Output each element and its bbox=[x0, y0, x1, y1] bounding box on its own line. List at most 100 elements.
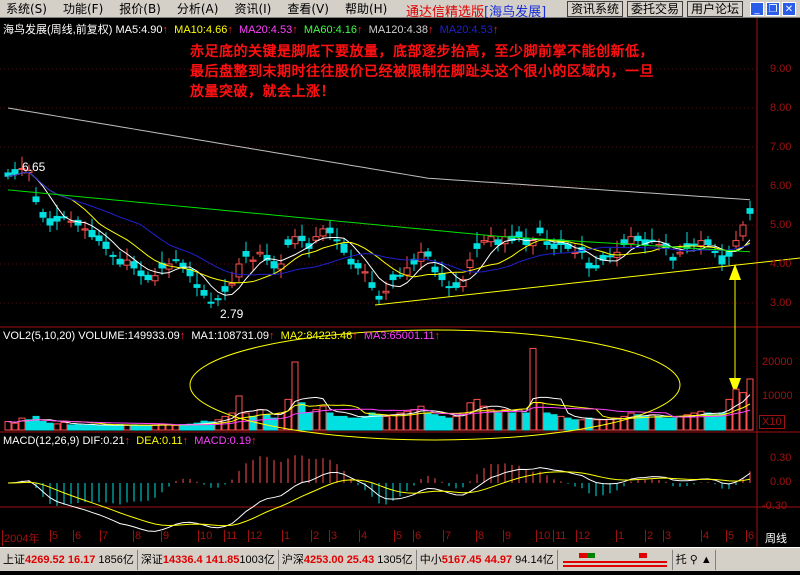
candle-down bbox=[585, 262, 593, 269]
candle-down bbox=[11, 169, 19, 175]
volume-bar bbox=[368, 412, 376, 431]
volume-bar bbox=[431, 414, 439, 431]
ma20-value: MA20:4.53 bbox=[239, 24, 293, 36]
macd-value: MACD:0.19 bbox=[194, 435, 252, 447]
price-tick: 8.00 bbox=[770, 102, 792, 114]
minimize-icon[interactable]: _ bbox=[750, 2, 764, 16]
volume-bar bbox=[326, 412, 334, 431]
candle-down bbox=[102, 241, 110, 249]
candle-down bbox=[347, 258, 355, 265]
tray-icons[interactable]: 托 ⚲ ▲ bbox=[673, 549, 716, 570]
volume-bar bbox=[263, 414, 271, 431]
price-tick: 4.00 bbox=[770, 258, 792, 270]
index-sh[interactable]: 上证4269.52 16.17 1856亿 bbox=[0, 549, 138, 570]
vol-ma1-value: MA1:108731.09 bbox=[191, 330, 270, 342]
menu-info[interactable]: 资讯(I) bbox=[234, 2, 272, 16]
kline-chart[interactable] bbox=[0, 18, 800, 547]
candle-down bbox=[431, 266, 439, 273]
volume-bar bbox=[683, 414, 691, 431]
volume-bar bbox=[249, 415, 257, 431]
volume-ellipse bbox=[189, 329, 681, 441]
volume-bar bbox=[403, 410, 411, 431]
annotation-text: 赤足底的关键是脚底下要放量，底部逐步抬高，至少脚前掌不能创新低，最后盘整到末期时… bbox=[190, 44, 654, 100]
volume-bar bbox=[417, 405, 425, 431]
candle-down bbox=[515, 231, 523, 238]
volume-unit: X10 bbox=[759, 415, 785, 429]
menu-view[interactable]: 查看(V) bbox=[287, 2, 329, 16]
candle-down bbox=[32, 196, 40, 203]
menu-analysis[interactable]: 分析(A) bbox=[176, 2, 219, 16]
candle-up bbox=[571, 251, 579, 254]
volume-bar bbox=[123, 424, 131, 431]
support-trendline bbox=[374, 257, 800, 306]
x-tick: 2 bbox=[311, 530, 320, 542]
candle-down bbox=[39, 212, 47, 218]
stock-period-title: 海鸟发展(周线,前复权) bbox=[3, 24, 113, 36]
volume-bar bbox=[669, 417, 677, 431]
candle-down bbox=[340, 243, 348, 253]
candle-down bbox=[207, 301, 215, 304]
volume-bar bbox=[81, 424, 89, 431]
candle-up bbox=[655, 244, 663, 247]
vol-ma2-value: MA2:84223.46 bbox=[280, 330, 353, 342]
menu-help[interactable]: 帮助(H) bbox=[344, 2, 388, 16]
candle-up bbox=[256, 251, 264, 255]
price-tick: 5.00 bbox=[770, 219, 792, 231]
volume-bar bbox=[4, 421, 12, 431]
volume-bar bbox=[207, 421, 215, 431]
x-tick: 6 bbox=[746, 530, 755, 542]
x-tick: 7 bbox=[443, 530, 452, 542]
price-tick: 6.00 bbox=[770, 180, 792, 192]
candle-down bbox=[53, 215, 61, 222]
candle-down bbox=[298, 235, 306, 242]
menu-system[interactable]: 系统(S) bbox=[6, 2, 47, 16]
candle-down bbox=[592, 265, 600, 269]
candle-down bbox=[641, 239, 649, 246]
forum-button[interactable]: 用户论坛 bbox=[687, 1, 744, 17]
volume-bar bbox=[340, 415, 348, 431]
menu-function[interactable]: 功能(F) bbox=[62, 2, 104, 16]
candle-down bbox=[424, 251, 432, 257]
volume-bar bbox=[74, 424, 82, 431]
candle-down bbox=[536, 227, 544, 234]
volume-bar bbox=[270, 417, 278, 431]
volume-bar bbox=[529, 347, 537, 431]
restore-icon[interactable]: ❐ bbox=[766, 2, 780, 16]
index-hs[interactable]: 沪深4253.00 25.43 1305亿 bbox=[279, 549, 417, 570]
trade-button[interactable]: 委托交易 bbox=[627, 1, 684, 17]
volume-bar bbox=[32, 415, 40, 431]
candle-up bbox=[403, 267, 411, 276]
menu-quote[interactable]: 报价(B) bbox=[119, 2, 161, 16]
index-zx[interactable]: 中小5167.45 44.97 94.14亿 bbox=[417, 549, 558, 570]
stock-name: [海鸟发展] bbox=[484, 5, 547, 20]
close-icon[interactable]: ✕ bbox=[782, 2, 796, 16]
volume-bar bbox=[95, 425, 103, 431]
volume-bar bbox=[361, 415, 369, 431]
volume-bar bbox=[438, 415, 446, 431]
candle-down bbox=[543, 241, 551, 246]
x-tick: 12 bbox=[576, 530, 591, 542]
ma20-line bbox=[7, 171, 751, 276]
volume-bar bbox=[711, 414, 719, 431]
candle-up bbox=[382, 290, 390, 294]
macd-legend: MACD(12,26,9) DIF:0.21↑ DEA:0.11↑ MACD:0… bbox=[3, 435, 257, 447]
volume-bar bbox=[375, 414, 383, 431]
volume-value: VOLUME:149933.09 bbox=[78, 330, 180, 342]
candle-up bbox=[67, 220, 75, 223]
volume-bar bbox=[662, 417, 670, 431]
x-tick: 3 bbox=[329, 530, 338, 542]
dif-value: DIF:0.21 bbox=[82, 435, 125, 447]
candle-down bbox=[452, 282, 460, 288]
news-system-button[interactable]: 资讯系统 bbox=[567, 1, 624, 17]
volume-bar bbox=[60, 422, 68, 431]
candle-down bbox=[305, 243, 313, 249]
volume-bar bbox=[347, 417, 355, 431]
candle-down bbox=[690, 243, 698, 246]
volume-bar bbox=[620, 415, 628, 431]
macd-tick: 0.30 bbox=[770, 452, 792, 464]
period-label[interactable]: 周线 bbox=[765, 533, 787, 545]
index-sz[interactable]: 深证14336.4 141.851003亿 bbox=[138, 549, 279, 570]
ma120-value: MA120:4.38 bbox=[368, 24, 428, 36]
volume-bar bbox=[508, 412, 516, 431]
candle-down bbox=[669, 256, 677, 261]
